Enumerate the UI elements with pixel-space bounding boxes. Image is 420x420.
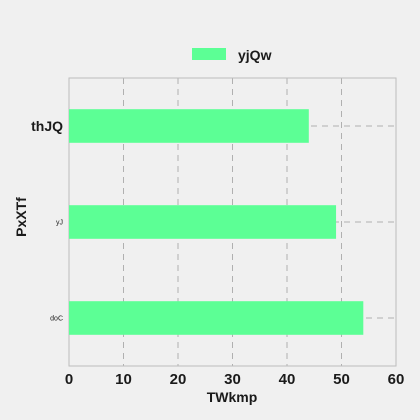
- legend-label: yjQw: [238, 47, 272, 63]
- y-axis-label: PxXTf: [13, 197, 29, 237]
- bar-yJ: [69, 205, 337, 239]
- x-tick-label: 0: [65, 371, 73, 388]
- y-tick-label: yJ: [56, 219, 63, 226]
- x-tick-label: 40: [279, 371, 296, 388]
- x-tick-label: 20: [170, 371, 187, 388]
- bars: [69, 109, 364, 335]
- bar-doC: [69, 301, 364, 335]
- x-tick-label: 60: [388, 371, 405, 388]
- x-axis-label: TWkmp: [207, 389, 258, 405]
- bar-thJQ: [69, 109, 309, 143]
- y-tick-label: doC: [50, 315, 63, 322]
- x-tick-label: 50: [333, 371, 350, 388]
- y-tick-label: thJQ: [31, 118, 63, 134]
- x-tick-label: 30: [224, 371, 241, 388]
- legend-swatch: [192, 48, 226, 60]
- x-tick-label: 10: [115, 371, 132, 388]
- y-tick-labels: thJQ yJ doC: [31, 118, 63, 323]
- x-tick-labels: 0 10 20 30 40 50 60: [65, 371, 405, 388]
- legend: yjQw: [192, 47, 272, 63]
